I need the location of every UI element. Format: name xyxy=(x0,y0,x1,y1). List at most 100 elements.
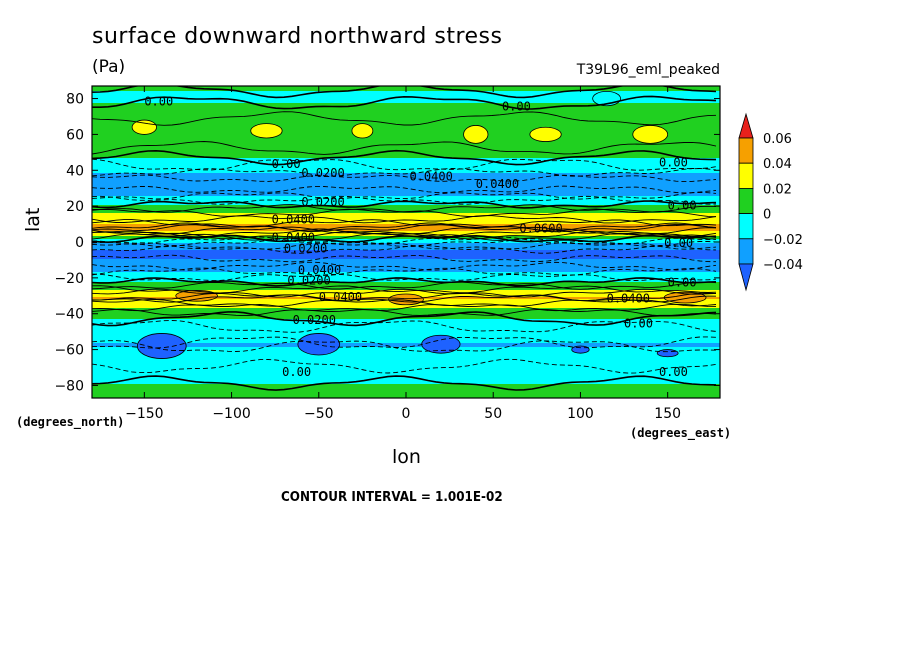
contour-label: 0.0200 xyxy=(284,241,327,255)
heatmap-band xyxy=(92,213,720,225)
y-tick-label: 60 xyxy=(66,127,84,143)
contour-cell xyxy=(136,333,187,359)
contour-cell xyxy=(529,126,562,142)
colorbar-segment xyxy=(738,238,754,265)
x-tick-label: −50 xyxy=(304,406,334,422)
colorbar-segment xyxy=(738,213,754,240)
x-tick-label: 100 xyxy=(567,406,594,422)
y-axis-title: lat xyxy=(22,207,44,232)
y-tick-label: 20 xyxy=(66,199,84,215)
contour-line xyxy=(92,141,717,155)
x-tick-label: 0 xyxy=(402,406,411,422)
contour-line xyxy=(92,299,717,307)
contour-label: 0.00 xyxy=(668,275,697,289)
contour-interval-note: CONTOUR INTERVAL = 1.001E-02 xyxy=(281,490,503,505)
contour-line xyxy=(92,111,717,126)
contour-label: 0.0400 xyxy=(476,177,519,191)
contour-label: 0.00 xyxy=(272,157,301,171)
contour-line xyxy=(92,230,717,240)
x-tick-label: 150 xyxy=(654,406,681,422)
contour-label: 0.0600 xyxy=(519,222,562,236)
heatmap-band xyxy=(92,103,720,159)
colorbar-label: −0.04 xyxy=(763,258,803,273)
contour-cell xyxy=(351,123,374,139)
x-axis-title: lon xyxy=(392,446,421,468)
colorbar-label: 0.02 xyxy=(763,182,792,197)
contour-line xyxy=(92,236,717,245)
contour-line xyxy=(92,273,717,282)
contour-label: 0.0400 xyxy=(272,231,315,245)
contour-line xyxy=(92,267,717,276)
contour-label: 0.0200 xyxy=(293,313,336,327)
units-label: (Pa) xyxy=(92,57,126,77)
contour-line xyxy=(92,254,717,263)
heatmap-band xyxy=(92,236,720,240)
heatmap-band xyxy=(92,308,720,320)
colorbar-segment xyxy=(738,187,754,214)
colorbar-segment xyxy=(738,162,754,189)
contour-cell xyxy=(656,349,679,358)
contour-line xyxy=(92,281,717,290)
contour-line xyxy=(92,336,717,349)
x-tick-label: −100 xyxy=(212,406,250,422)
contour-line xyxy=(92,340,717,353)
colorbar-label: 0.04 xyxy=(763,157,792,172)
contour-line xyxy=(92,375,717,391)
contour-label: 0.00 xyxy=(144,94,173,108)
contour-line xyxy=(92,223,717,233)
x-tick-label: −150 xyxy=(125,406,163,422)
contour-line xyxy=(92,294,717,303)
contour-cell xyxy=(250,123,283,139)
x-tick-label: 50 xyxy=(484,406,502,422)
y-tick-label: −20 xyxy=(54,271,84,287)
heatmap-band xyxy=(92,384,720,398)
heatmap-band xyxy=(92,282,720,291)
contour-line xyxy=(92,238,717,248)
colorbar-label: 0.06 xyxy=(763,132,792,147)
contour-line xyxy=(92,149,717,166)
contour-cell xyxy=(571,345,590,354)
contour-label: 0.0400 xyxy=(298,263,341,277)
contour-line xyxy=(92,292,717,302)
contour-line xyxy=(92,215,717,224)
contour-line xyxy=(92,288,717,298)
contour-line xyxy=(92,285,717,294)
contour-label: 0.0200 xyxy=(301,166,344,180)
contour-line xyxy=(92,95,717,110)
chart-title: surface downward northward stress xyxy=(92,24,503,49)
contour-label: 0.0400 xyxy=(319,290,362,304)
contour-label: 0.0400 xyxy=(272,213,315,227)
contour-line xyxy=(92,226,717,235)
contour-label: 0.00 xyxy=(664,236,693,250)
contour-line xyxy=(92,261,717,271)
colorbar-bottom-arrow xyxy=(738,263,754,292)
heatmap-band xyxy=(92,343,720,348)
contour-label: 0.00 xyxy=(502,100,531,114)
heatmap-band xyxy=(92,205,720,214)
contour-label: 0.00 xyxy=(624,317,653,331)
colorbar-label: −0.02 xyxy=(763,233,803,248)
contour-line xyxy=(92,174,717,183)
contour-line xyxy=(92,358,717,374)
contour-line xyxy=(92,242,717,250)
y-tick-label: 80 xyxy=(66,92,84,108)
x-unit-label: (degrees_east) xyxy=(630,426,732,440)
heatmap-band xyxy=(92,173,720,197)
contour-label: 0.0400 xyxy=(607,292,650,306)
contour-cell xyxy=(297,333,341,356)
y-tick-label: −60 xyxy=(54,343,84,359)
colorbar-segment xyxy=(738,137,754,164)
contour-cell xyxy=(463,125,489,144)
y-tick-label: 40 xyxy=(66,163,84,179)
heatmap-band xyxy=(92,347,720,385)
contour-line xyxy=(92,185,717,194)
contour-label: 0.00 xyxy=(659,365,688,379)
contour-label: 0.0400 xyxy=(409,170,452,184)
contour-line xyxy=(92,277,717,287)
contour-line xyxy=(92,158,717,171)
contour-line xyxy=(92,191,717,200)
contour-cell xyxy=(421,334,461,354)
contour-line xyxy=(92,195,717,205)
contour-line xyxy=(92,86,717,99)
contour-label: 0.0200 xyxy=(301,195,344,209)
